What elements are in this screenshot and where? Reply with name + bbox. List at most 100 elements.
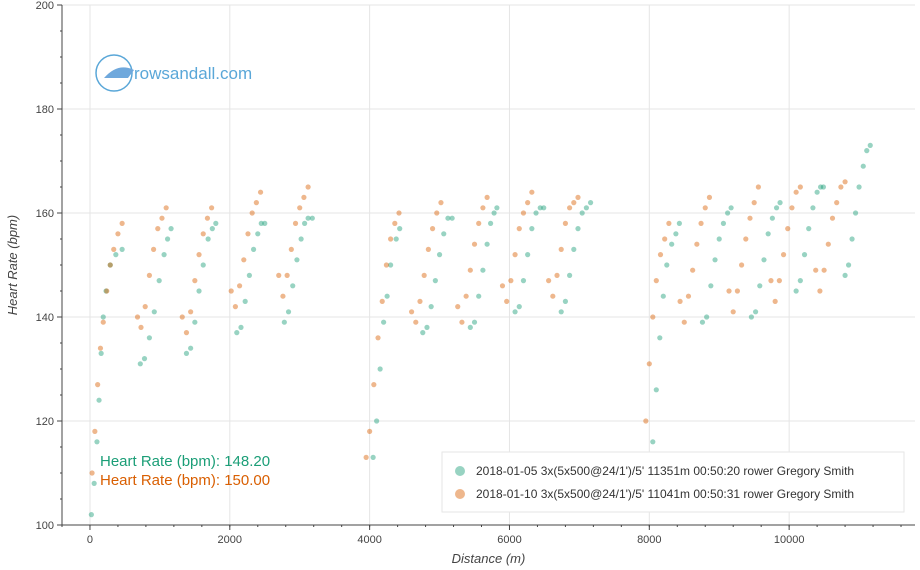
data-point-series-1 bbox=[388, 262, 394, 268]
x-tick-label: 4000 bbox=[357, 534, 381, 546]
data-point-series-1 bbox=[818, 184, 824, 190]
data-point-series-2 bbox=[797, 184, 803, 190]
x-tick-label: 6000 bbox=[497, 534, 521, 546]
data-point-series-2 bbox=[694, 241, 700, 247]
data-point-series-1 bbox=[445, 215, 451, 221]
data-point-series-2 bbox=[417, 298, 423, 304]
data-point-series-2 bbox=[438, 200, 444, 206]
data-point-series-1 bbox=[769, 215, 775, 221]
data-point-series-1 bbox=[290, 283, 296, 289]
data-point-series-2 bbox=[546, 278, 552, 284]
data-point-series-1 bbox=[849, 236, 855, 242]
data-point-series-1 bbox=[484, 241, 490, 247]
data-point-series-1 bbox=[516, 304, 522, 310]
data-point-series-2 bbox=[575, 194, 581, 200]
data-point-series-1 bbox=[471, 319, 478, 325]
data-point-series-1 bbox=[676, 220, 682, 226]
data-point-series-2 bbox=[434, 210, 440, 216]
data-point-series-2 bbox=[421, 272, 427, 278]
logo-text: rowsandall.com bbox=[134, 64, 252, 83]
data-point-series-2 bbox=[280, 293, 286, 299]
readout-series-2: Heart Rate (bpm): 150.00 bbox=[100, 472, 270, 489]
data-point-series-2 bbox=[305, 184, 311, 190]
data-point-series-1 bbox=[716, 236, 722, 242]
data-point-series-2 bbox=[253, 200, 259, 206]
data-point-series-2 bbox=[484, 194, 490, 200]
data-point-series-2 bbox=[643, 418, 649, 424]
data-point-series-1 bbox=[761, 257, 767, 263]
data-point-series-2 bbox=[288, 246, 294, 252]
legend-marker-series-1 bbox=[455, 466, 465, 476]
data-point-series-1 bbox=[728, 205, 734, 211]
data-point-series-2 bbox=[463, 293, 469, 299]
data-point-series-2 bbox=[367, 428, 373, 434]
data-point-series-2 bbox=[666, 220, 672, 226]
data-point-series-2 bbox=[107, 262, 113, 268]
data-point-series-2 bbox=[200, 231, 206, 237]
data-point-series-1 bbox=[842, 272, 848, 278]
data-point-series-1 bbox=[107, 262, 113, 268]
data-point-series-1 bbox=[96, 397, 102, 403]
data-point-series-1 bbox=[567, 272, 573, 278]
data-point-series-1 bbox=[757, 283, 763, 289]
data-point-series-2 bbox=[371, 382, 377, 388]
data-point-series-2 bbox=[146, 272, 152, 278]
data-point-series-1 bbox=[294, 257, 300, 263]
data-point-series-1 bbox=[533, 210, 539, 216]
data-point-series-2 bbox=[785, 226, 791, 232]
data-point-series-1 bbox=[424, 324, 430, 330]
data-point-series-2 bbox=[698, 220, 704, 226]
data-point-series-1 bbox=[200, 262, 206, 268]
data-point-series-2 bbox=[554, 272, 560, 278]
data-point-series-2 bbox=[138, 324, 144, 330]
data-point-series-2 bbox=[115, 231, 121, 237]
data-point-series-1 bbox=[814, 189, 820, 195]
data-point-series-1 bbox=[196, 288, 202, 294]
x-tick-label: 0 bbox=[87, 534, 93, 546]
data-point-series-2 bbox=[776, 278, 782, 284]
data-point-series-2 bbox=[571, 200, 577, 206]
data-point-series-1 bbox=[860, 163, 866, 169]
data-point-series-1 bbox=[436, 252, 443, 258]
data-points bbox=[88, 142, 873, 518]
y-tick-label: 160 bbox=[36, 208, 54, 220]
data-point-series-1 bbox=[384, 293, 390, 299]
data-point-series-2 bbox=[789, 205, 795, 211]
data-point-series-2 bbox=[821, 267, 827, 273]
data-point-series-2 bbox=[232, 304, 238, 310]
data-point-series-1 bbox=[285, 309, 292, 315]
data-point-series-2 bbox=[690, 267, 696, 273]
data-point-series-2 bbox=[706, 194, 713, 200]
data-point-series-1 bbox=[529, 226, 535, 232]
data-point-series-2 bbox=[388, 236, 394, 242]
data-point-series-2 bbox=[702, 205, 708, 211]
data-point-series-2 bbox=[375, 335, 381, 341]
data-point-series-1 bbox=[381, 319, 387, 325]
data-point-series-1 bbox=[867, 142, 873, 148]
plot-background bbox=[62, 5, 915, 525]
data-point-series-2 bbox=[793, 189, 799, 195]
data-point-series-1 bbox=[441, 231, 447, 237]
data-point-series-1 bbox=[238, 324, 244, 330]
data-point-series-1 bbox=[520, 278, 527, 284]
data-point-series-1 bbox=[146, 335, 152, 341]
data-point-series-1 bbox=[579, 210, 585, 216]
data-point-series-2 bbox=[301, 194, 307, 200]
data-point-series-2 bbox=[413, 319, 419, 325]
data-point-series-2 bbox=[92, 428, 98, 434]
data-point-series-2 bbox=[653, 278, 659, 284]
data-point-series-1 bbox=[712, 257, 718, 263]
data-point-series-1 bbox=[575, 226, 581, 232]
data-point-series-2 bbox=[363, 454, 369, 460]
data-point-series-2 bbox=[455, 304, 461, 310]
data-point-series-2 bbox=[681, 319, 687, 325]
data-point-series-1 bbox=[250, 246, 257, 252]
data-point-series-1 bbox=[209, 226, 215, 232]
data-point-series-2 bbox=[747, 215, 753, 221]
data-point-series-2 bbox=[392, 220, 398, 226]
data-point-series-1 bbox=[258, 220, 264, 226]
data-point-series-1 bbox=[494, 205, 500, 211]
data-point-series-1 bbox=[234, 330, 240, 336]
data-point-series-2 bbox=[529, 189, 535, 195]
